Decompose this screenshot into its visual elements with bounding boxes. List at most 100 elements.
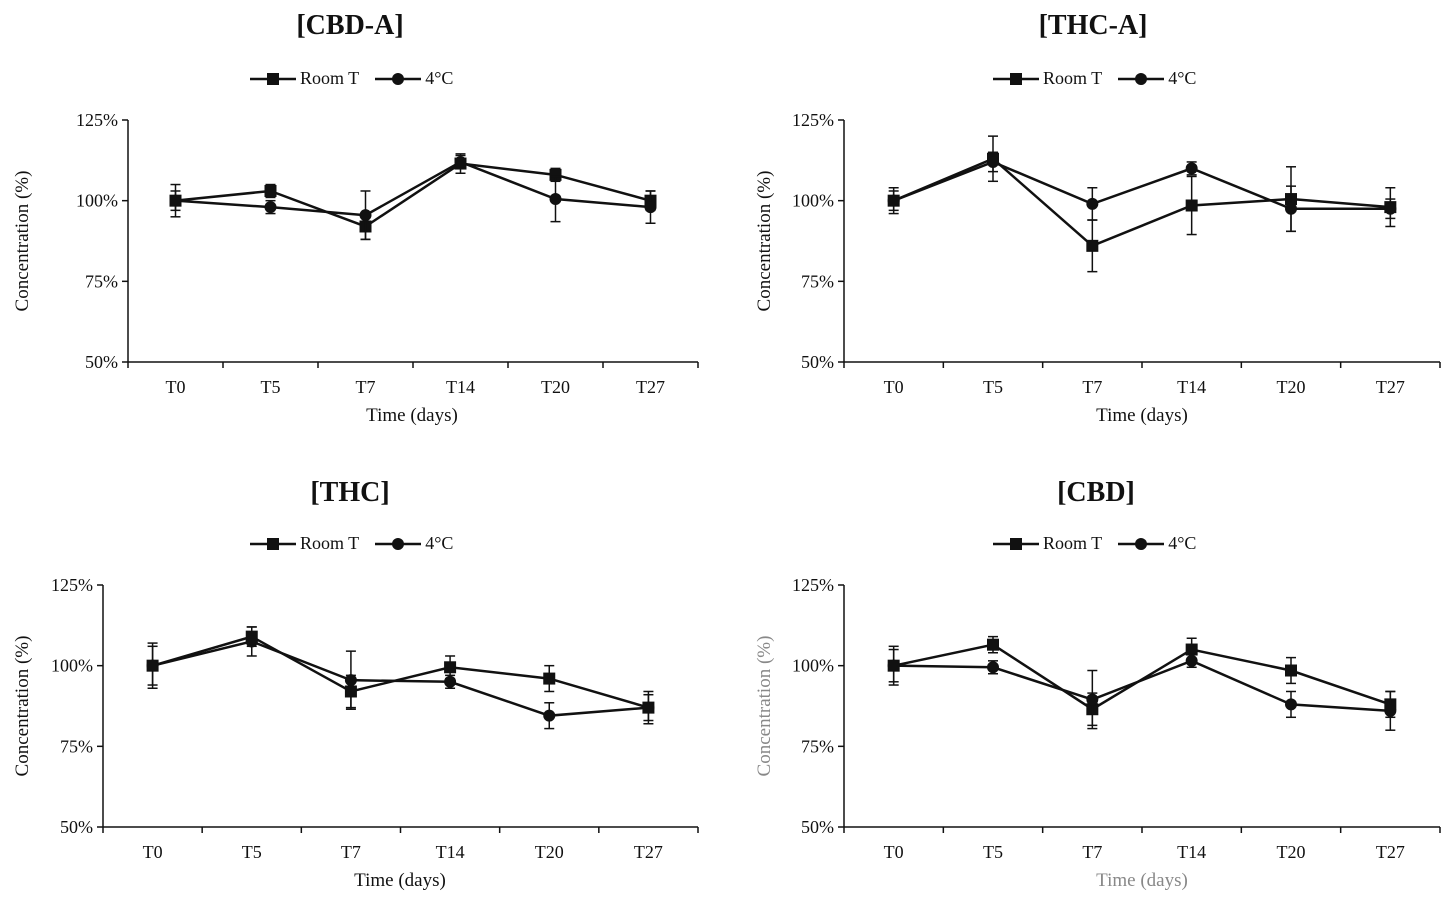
x-tick-label: T20 [541,377,570,397]
data-point-4c [987,155,999,168]
y-tick-label: 100% [792,656,834,676]
legend-item-room-t: Room T [250,68,359,89]
square-marker-icon [250,537,296,550]
y-tick-label: 75% [801,271,834,291]
line-chart-thc: 50% 75% 100% 125% T0 T5 T7 T14 T20 T27 [51,575,699,862]
data-point-room-t [543,672,556,685]
x-tick-label: T20 [1277,377,1306,397]
data-point-4c [1086,693,1099,706]
legend: Room T 4°C [993,533,1196,554]
square-marker-icon [993,537,1039,550]
data-point-room-t [987,638,999,651]
chart-title: [THC] [310,477,390,508]
y-tick-label: 125% [76,110,118,130]
data-point-4c [169,194,182,207]
data-point-4c [644,201,657,214]
y-tick-label: 125% [51,575,93,595]
y-axis-label: Concentration (%) [12,635,33,777]
series-line-4c [175,160,651,217]
series-line-4c [893,160,1391,210]
x-tick-label: T14 [1177,377,1206,397]
data-point-room-t [1285,664,1297,677]
data-point-4c [549,193,562,206]
y-tick-label: 75% [85,271,118,291]
series-line-4c [893,659,1391,713]
x-axis-label: Time (days) [1096,405,1188,426]
x-tick-label: T27 [1376,842,1405,862]
chart-title: [CBD] [1057,477,1135,508]
x-tick-label: T5 [983,377,1003,397]
x-tick-label: T0 [884,842,904,862]
legend-label: Room T [300,68,360,88]
y-tick-label: 125% [792,575,834,595]
x-tick-label: T5 [261,377,281,397]
x-axis-label: Time (days) [366,405,458,426]
data-point-4c [1384,202,1397,215]
circle-marker-icon [1118,72,1165,85]
legend-label: 4°C [1168,533,1197,553]
data-point-4c [1185,654,1198,667]
legend-label: Room T [1043,533,1103,553]
legend: Room T 4°C [993,68,1196,89]
chart-title: [THC-A] [1038,10,1148,41]
data-point-room-t [1185,199,1198,212]
y-tick-label: 100% [76,191,118,211]
data-point-4c [264,201,277,214]
x-tick-label: T0 [143,842,163,862]
data-point-4c [543,709,556,722]
series-line-4c [152,640,649,717]
legend-item-4c: 4°C [1118,533,1196,554]
x-tick-label: T27 [1376,377,1405,397]
line-chart-cbd: 50% 75% 100% 125% T0 T5 T7 T14 T20 T27 [792,575,1441,862]
y-tick-label: 50% [801,352,834,372]
circle-marker-icon [375,72,422,85]
data-point-4c [1285,202,1297,215]
x-tick-label: T20 [535,842,564,862]
data-point-4c [642,701,655,714]
y-axis-label: Concentration (%) [12,170,33,312]
x-tick-label: T7 [356,377,376,397]
data-point-4c [887,659,900,672]
x-tick-label: T14 [1177,842,1206,862]
data-point-4c [245,635,258,648]
series-line-room-t [893,643,1391,711]
legend-item-room-t: Room T [250,533,359,554]
y-tick-label: 75% [60,736,93,756]
circle-marker-icon [375,537,422,550]
data-point-4c [887,194,900,207]
data-point-4c [987,661,999,674]
legend-item-4c: 4°C [375,68,453,89]
legend-label: Room T [300,533,360,553]
x-tick-label: T7 [341,842,361,862]
x-axis-label: Time (days) [1096,870,1188,891]
data-point-room-t [264,184,277,197]
legend: Room T 4°C [250,68,453,89]
y-tick-label: 125% [792,110,834,130]
y-tick-label: 50% [60,817,93,837]
x-tick-label: T7 [1082,377,1102,397]
y-axis-label: Concentration (%) [754,635,775,777]
x-tick-label: T0 [166,377,186,397]
data-point-room-t [549,168,562,181]
data-point-4c [359,209,372,222]
legend-item-4c: 4°C [375,533,453,554]
data-point-4c [1185,162,1198,175]
y-tick-label: 50% [801,817,834,837]
data-point-room-t [1185,643,1198,656]
y-tick-label: 100% [51,656,93,676]
chart-title: [CBD-A] [296,10,404,41]
data-point-room-t [1086,239,1099,252]
data-point-4c [1384,704,1397,717]
legend-item-4c: 4°C [1118,68,1196,89]
circle-marker-icon [1118,537,1165,550]
legend-label: 4°C [1168,68,1197,88]
x-tick-label: T27 [634,842,663,862]
y-tick-label: 50% [85,352,118,372]
data-point-room-t [444,661,457,674]
x-tick-label: T7 [1082,842,1102,862]
square-marker-icon [993,72,1039,85]
legend-item-room-t: Room T [993,68,1102,89]
x-axis-label: Time (days) [354,870,446,891]
line-chart-thc-a: 50% 75% 100% 125% T0 T5 T7 T14 T20 T27 [792,110,1441,397]
data-point-4c [444,675,457,688]
